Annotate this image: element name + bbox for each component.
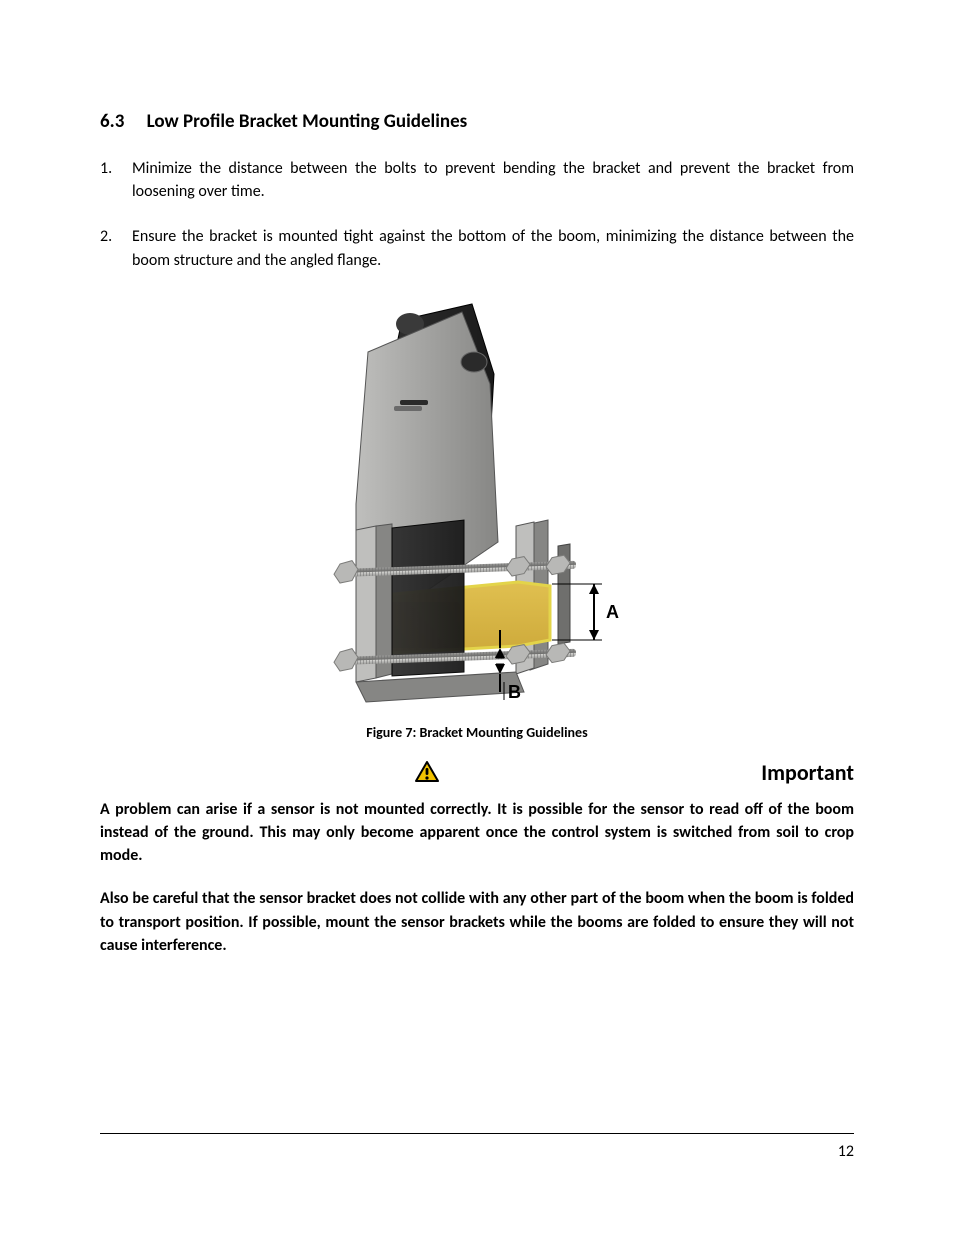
important-paragraph: Also be careful that the sensor bracket … [100,887,854,957]
important-label: Important [761,759,854,786]
list-item: 2. Ensure the bracket is mounted tight a… [100,225,854,271]
list-item: 1. Minimize the distance between the bol… [100,157,854,203]
warning-icon [414,760,440,784]
section-number: 6.3 [100,110,124,133]
footer: 12 [100,1133,854,1161]
list-text: Ensure the bracket is mounted tight agai… [132,225,854,271]
list-number: 2. [100,225,132,271]
bracket-diagram: AB [312,294,642,714]
svg-text:A: A [606,602,619,622]
figure-caption: Figure 7: Bracket Mounting Guidelines [100,724,854,741]
list-number: 1. [100,157,132,203]
important-heading: Important [100,759,854,786]
page-number: 12 [100,1142,854,1161]
footer-rule [100,1133,854,1134]
figure: AB [100,294,854,714]
section-title: Low Profile Bracket Mounting Guidelines [147,110,468,133]
section-heading: 6.3 Low Profile Bracket Mounting Guideli… [100,110,854,133]
svg-text:B: B [508,682,521,702]
important-paragraph: A problem can arise if a sensor is not m… [100,798,854,868]
list-text: Minimize the distance between the bolts … [132,157,854,203]
